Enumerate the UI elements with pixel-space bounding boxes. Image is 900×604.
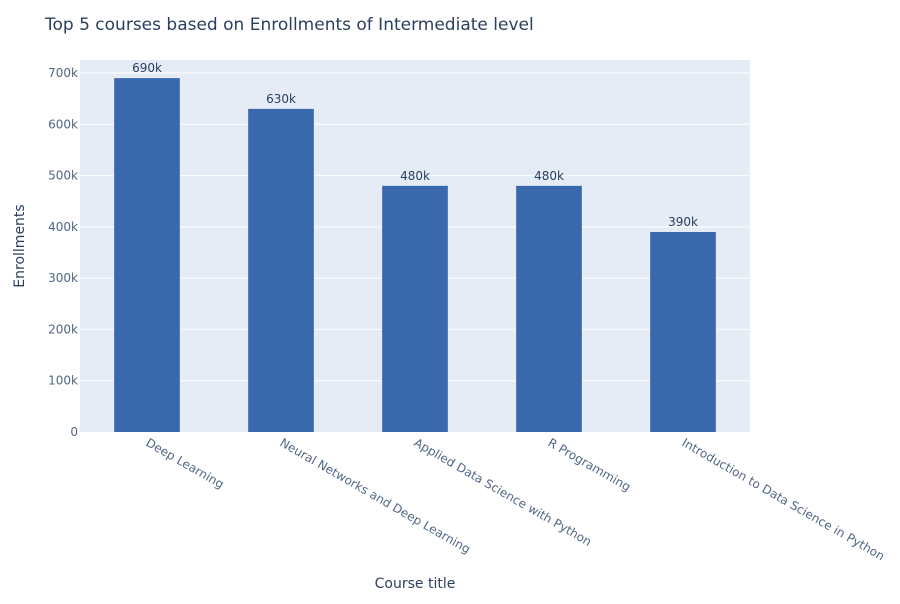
y-tick-label: 500k [48,169,78,183]
x-axis-ticks: Deep Learning Neural Networks and Deep Le… [144,435,887,563]
y-tick-label: 0 [70,425,78,439]
bar[interactable] [248,108,314,433]
data-labels: 690k 630k 480k 480k 390k [132,61,698,229]
data-label: 480k [534,169,564,183]
x-tick-label: Introduction to Data Science in Python [680,435,887,563]
bar[interactable] [516,185,582,432]
y-tick-label: 300k [48,271,78,285]
bar[interactable] [114,78,180,432]
data-label: 690k [132,61,162,75]
chart-title: Top 5 courses based on Enrollments of In… [44,15,534,35]
y-tick-label: 600k [48,117,78,131]
x-tick-label: R Programming [546,435,634,494]
y-tick-label: 400k [48,220,78,234]
y-axis-ticks: 0 100k 200k 300k 400k 500k 600k 700k [48,66,78,439]
y-axis-title: Enrollments [12,204,28,287]
data-label: 390k [668,215,698,229]
y-tick-label: 200k [48,322,78,336]
bars [114,78,716,433]
bar[interactable] [382,185,448,432]
bar[interactable] [650,231,716,432]
y-tick-label: 100k [48,374,78,388]
data-label: 630k [266,92,296,106]
x-axis-title: Course title [375,576,456,592]
y-tick-label: 700k [48,66,78,80]
x-tick-label: Deep Learning [144,435,227,491]
data-label: 480k [400,169,430,183]
